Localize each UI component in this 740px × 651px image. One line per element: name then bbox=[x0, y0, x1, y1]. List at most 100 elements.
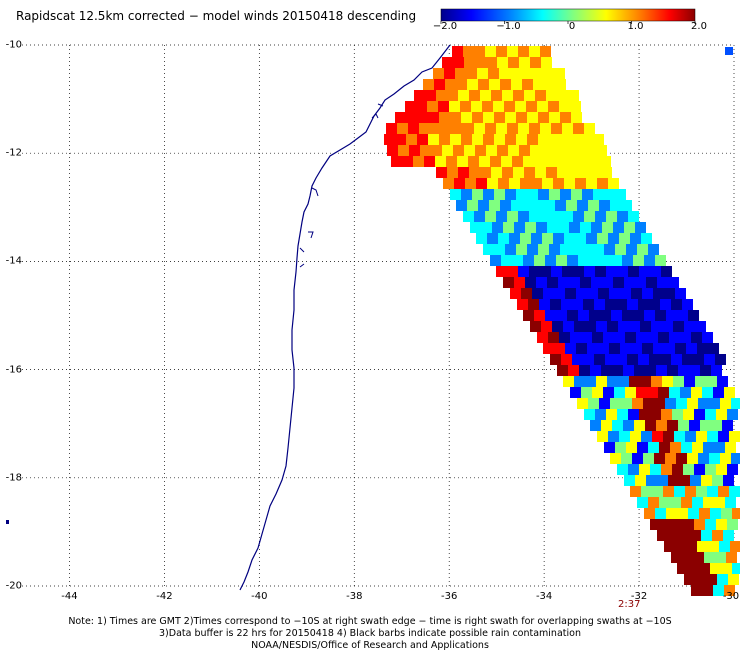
swath-cell bbox=[628, 266, 639, 277]
swath-cell bbox=[524, 167, 535, 178]
swath-cell bbox=[593, 189, 604, 200]
swath-cell bbox=[419, 123, 430, 134]
swath-cell bbox=[398, 145, 409, 156]
swath-cell bbox=[600, 156, 611, 167]
colorbar-tick-label: −1.0 bbox=[496, 21, 521, 32]
swath-cell bbox=[707, 431, 718, 442]
swath-cell bbox=[508, 145, 519, 156]
swath-cell bbox=[538, 244, 549, 255]
swath-cell bbox=[569, 277, 580, 288]
swath-cell bbox=[500, 79, 511, 90]
swath-cell bbox=[601, 167, 612, 178]
swath-cell bbox=[600, 255, 611, 266]
swath-cell bbox=[715, 552, 726, 563]
swath-cell bbox=[715, 354, 726, 365]
swath-cell bbox=[584, 266, 595, 277]
swath-cell bbox=[609, 288, 620, 299]
swath-cell bbox=[686, 343, 697, 354]
swath-cell bbox=[589, 156, 600, 167]
swath-cell bbox=[563, 321, 574, 332]
swath-cell bbox=[618, 321, 629, 332]
swath-cell bbox=[485, 123, 496, 134]
swath-cell bbox=[595, 266, 606, 277]
swath-cell bbox=[657, 530, 668, 541]
swath-cell bbox=[453, 145, 464, 156]
lon-tick-label: -34 bbox=[535, 591, 553, 602]
swath-cell bbox=[541, 321, 552, 332]
swath-cell bbox=[694, 464, 705, 475]
swath-cell bbox=[645, 420, 656, 431]
swath-cell bbox=[618, 376, 629, 387]
swath-cell bbox=[417, 134, 428, 145]
swath-cell bbox=[516, 134, 527, 145]
swath-cell bbox=[623, 420, 634, 431]
swath-cell bbox=[550, 354, 561, 365]
swath-cell bbox=[516, 244, 527, 255]
swath-cell bbox=[543, 68, 554, 79]
swath-cell bbox=[423, 79, 434, 90]
swath-cell bbox=[596, 321, 607, 332]
swath-cell bbox=[414, 90, 425, 101]
swath-cell bbox=[725, 442, 736, 453]
swath-cell bbox=[408, 123, 419, 134]
swath-cell bbox=[469, 90, 480, 101]
swath-cell bbox=[445, 79, 456, 90]
lon-tick-label: -30 bbox=[722, 591, 740, 602]
swath-cell bbox=[694, 519, 705, 530]
swath-cell bbox=[710, 563, 721, 574]
swath-cell bbox=[690, 530, 701, 541]
swath-cell bbox=[664, 288, 675, 299]
swath-cell bbox=[527, 189, 538, 200]
swath-cell bbox=[395, 134, 406, 145]
swath-cell bbox=[536, 277, 547, 288]
swath-cell bbox=[637, 442, 648, 453]
swath-cell bbox=[585, 376, 596, 387]
swath-cell bbox=[545, 156, 556, 167]
swath-cell bbox=[657, 277, 668, 288]
swath-cell bbox=[502, 90, 513, 101]
swath-cell bbox=[530, 321, 541, 332]
swath-cell bbox=[702, 585, 713, 596]
swath-cell bbox=[533, 79, 544, 90]
swath-cell bbox=[704, 354, 715, 365]
swath-cell bbox=[616, 354, 627, 365]
swath-cell bbox=[598, 343, 609, 354]
swath-cell bbox=[483, 112, 494, 123]
swath-cell bbox=[640, 321, 651, 332]
swath-cell bbox=[711, 420, 722, 431]
lon-tick-label: -40 bbox=[251, 591, 268, 602]
swath-cell bbox=[716, 409, 727, 420]
swath-cell bbox=[705, 464, 716, 475]
swath-cell bbox=[621, 453, 632, 464]
swath-cell bbox=[454, 178, 465, 189]
swath-cell bbox=[655, 255, 666, 266]
swath-cell bbox=[538, 189, 549, 200]
swath-cell bbox=[463, 211, 474, 222]
swath-cell bbox=[498, 233, 509, 244]
swath-cell bbox=[671, 354, 682, 365]
swath-cell bbox=[583, 299, 594, 310]
swath-cell bbox=[546, 167, 557, 178]
lon-tick-label: -38 bbox=[346, 591, 363, 602]
swath-cell bbox=[472, 189, 483, 200]
swath-cell bbox=[655, 310, 666, 321]
swath-cell bbox=[571, 134, 582, 145]
swath-cell bbox=[433, 68, 444, 79]
swath-cell bbox=[529, 211, 540, 222]
swath-cell bbox=[514, 277, 525, 288]
swath-cell bbox=[584, 211, 595, 222]
swath-cell bbox=[646, 277, 657, 288]
swath-cell bbox=[638, 354, 649, 365]
swath-cell bbox=[532, 68, 543, 79]
swath-cell bbox=[601, 420, 612, 431]
swath-cell bbox=[523, 156, 534, 167]
swath-cell bbox=[700, 420, 711, 431]
swath-cell bbox=[402, 156, 413, 167]
swath-cell bbox=[471, 101, 482, 112]
swath-cell bbox=[590, 420, 601, 431]
swath-cell bbox=[518, 266, 529, 277]
swath-cell bbox=[727, 464, 738, 475]
swath-cell bbox=[537, 332, 548, 343]
swath-cell bbox=[677, 310, 688, 321]
swath-cell bbox=[526, 101, 537, 112]
